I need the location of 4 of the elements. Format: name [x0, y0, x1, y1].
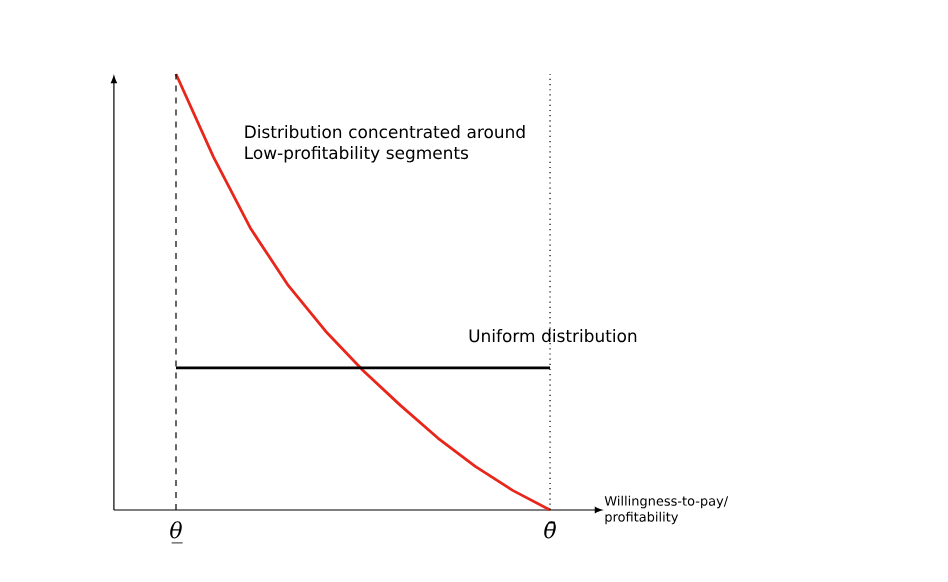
- series-label: Distribution concentrated around Low-profitability segments: [245, 125, 525, 163]
- series-label: Uniform distribution: [469, 329, 637, 343]
- x-tick-label: θ̲: [170, 521, 183, 544]
- x-tick-label: θ̄: [544, 521, 556, 539]
